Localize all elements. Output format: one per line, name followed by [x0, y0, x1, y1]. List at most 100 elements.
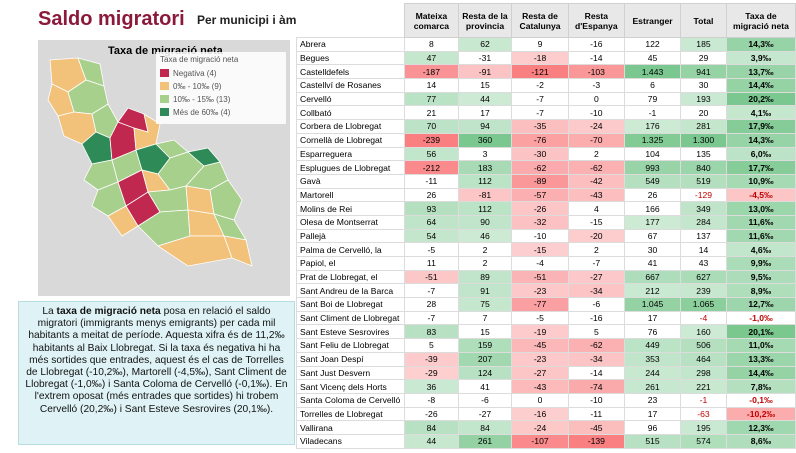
cell: 14,4‰ — [725, 365, 796, 381]
cell: -2 — [511, 78, 569, 93]
cell: 10,9‰ — [725, 173, 796, 189]
cell: -51 — [404, 269, 459, 285]
cell: -7 — [511, 105, 569, 121]
cell: 135 — [679, 146, 727, 162]
cell: 244 — [624, 365, 681, 381]
municipality: Sant Boi de Llobregat — [295, 297, 406, 312]
table-row: Vallirana 84 84 -24 -45 96 195 12,3‰ — [295, 420, 796, 435]
column-header: Mateixa comarca — [404, 3, 459, 38]
cell: -32 — [511, 214, 569, 230]
cell: 549 — [624, 173, 681, 189]
cell: -16 — [567, 310, 626, 326]
cell: -4,5‰ — [725, 187, 796, 203]
cell: 519 — [679, 173, 727, 189]
cell: -18 — [511, 50, 569, 66]
cell: 28 — [404, 297, 459, 312]
cell: 12,7‰ — [725, 297, 796, 312]
cell: -27 — [457, 406, 513, 422]
cell: 44 — [457, 91, 513, 107]
cell: -77 — [511, 297, 569, 312]
legend-title: Taxa de migració neta — [160, 55, 239, 64]
cell: 43 — [679, 256, 727, 271]
cell: 8 — [404, 37, 459, 52]
cell: 11,0‰ — [725, 338, 796, 353]
table-row: Castelldefels -187 -91 -121 -103 1.443 941 13,7… — [295, 64, 796, 80]
municipality: Cornellà de Llobregat — [295, 132, 406, 148]
cell: 62 — [457, 37, 513, 52]
cell: 221 — [679, 379, 727, 394]
cell: 76 — [624, 324, 681, 340]
cell: 13,7‰ — [725, 64, 796, 80]
cell: 193 — [679, 91, 727, 107]
municipality: Santa Coloma de Cervelló — [295, 392, 406, 408]
cell: -70 — [567, 132, 626, 148]
municipality: Prat de Llobregat, el — [295, 269, 406, 285]
municipality: Martorell — [295, 187, 406, 203]
cell: -3 — [567, 78, 626, 93]
municipality: Pallejà — [295, 228, 406, 244]
cell: -1,0‰ — [725, 310, 796, 326]
cell: -139 — [567, 433, 626, 449]
legend-item: 10‰ - 15‰ (13) — [173, 95, 231, 104]
cell: 5 — [567, 324, 626, 340]
cell: -74 — [567, 379, 626, 394]
cell: -103 — [567, 64, 626, 80]
municipality: Sant Just Desvern — [295, 365, 406, 381]
cell: -43 — [567, 187, 626, 203]
cell: 195 — [679, 420, 727, 435]
cell: -20 — [567, 228, 626, 244]
cell: 8,9‰ — [725, 283, 796, 299]
cell: -11 — [404, 173, 459, 189]
cell: 177 — [624, 214, 681, 230]
cell: -42 — [567, 173, 626, 189]
cell: -30 — [511, 146, 569, 162]
table-row: Pallejà 54 46 -10 -20 67 137 11,6‰ — [295, 228, 796, 244]
cell: 21 — [404, 105, 459, 121]
cell: -81 — [457, 187, 513, 203]
note-text: La — [42, 306, 57, 317]
municipality: Palma de Cervelló, la — [295, 242, 406, 257]
cell: 17,9‰ — [725, 119, 796, 134]
cell: -5 — [511, 310, 569, 326]
cell: 89 — [457, 269, 513, 285]
cell: -57 — [511, 187, 569, 203]
table-row: Sant Vicenç dels Horts 36 41 -43 -74 261 221 7,… — [295, 379, 796, 394]
cell: 96 — [624, 420, 681, 435]
table: Mateixa comarca Resta de la provincia Rest… — [295, 3, 796, 449]
cell: 1.443 — [624, 64, 681, 80]
table-row: Esparreguera 56 3 -30 2 104 135 6,0‰ — [295, 146, 796, 162]
table-row: Sant Just Desvern -29 124 -27 -14 244 298 14,4‰ — [295, 365, 796, 381]
cell: 46 — [457, 228, 513, 244]
cell: -34 — [567, 283, 626, 299]
municipality: Abrera — [295, 37, 406, 52]
cell: 67 — [624, 228, 681, 244]
municipality: Torrelles de Llobregat — [295, 406, 406, 422]
cell: -0,1‰ — [725, 392, 796, 408]
cell: -39 — [404, 351, 459, 367]
municipality: Sant Joan Despí — [295, 351, 406, 367]
cell: 64 — [404, 214, 459, 230]
cell: 7 — [457, 310, 513, 326]
cell: 6 — [624, 78, 681, 93]
cell: 8,6‰ — [725, 433, 796, 449]
cell: -10 — [567, 392, 626, 408]
cell: -15 — [511, 242, 569, 257]
municipality: Sant Esteve Sesrovires — [295, 324, 406, 340]
table-row: Palma de Cervelló, la -5 2 -15 2 30 14 4,6‰ — [295, 242, 796, 257]
table-row: Sant Feliu de Llobregat 5 159 -45 -62 449 506 1… — [295, 338, 796, 353]
cell: -4 — [511, 256, 569, 271]
cell: 17 — [624, 310, 681, 326]
cell: 11,6‰ — [725, 228, 796, 244]
table-row: Torrelles de Llobregat -26 -27 -16 -11 17 -63-… — [295, 406, 796, 422]
cell: -6 — [457, 392, 513, 408]
note-bold: taxa de migració neta — [56, 306, 161, 317]
cell: 261 — [457, 433, 513, 449]
cell: 627 — [679, 269, 727, 285]
cell: 26 — [624, 187, 681, 203]
table-row: Begues 47 -31 -18 -14 45 29 3,9‰ — [295, 50, 796, 66]
legend-item: Més de 60‰ (4) — [173, 108, 231, 117]
title: Saldo migratori — [38, 8, 185, 30]
cell: 45 — [624, 50, 681, 66]
cell: 284 — [679, 214, 727, 230]
cell: -7 — [511, 91, 569, 107]
